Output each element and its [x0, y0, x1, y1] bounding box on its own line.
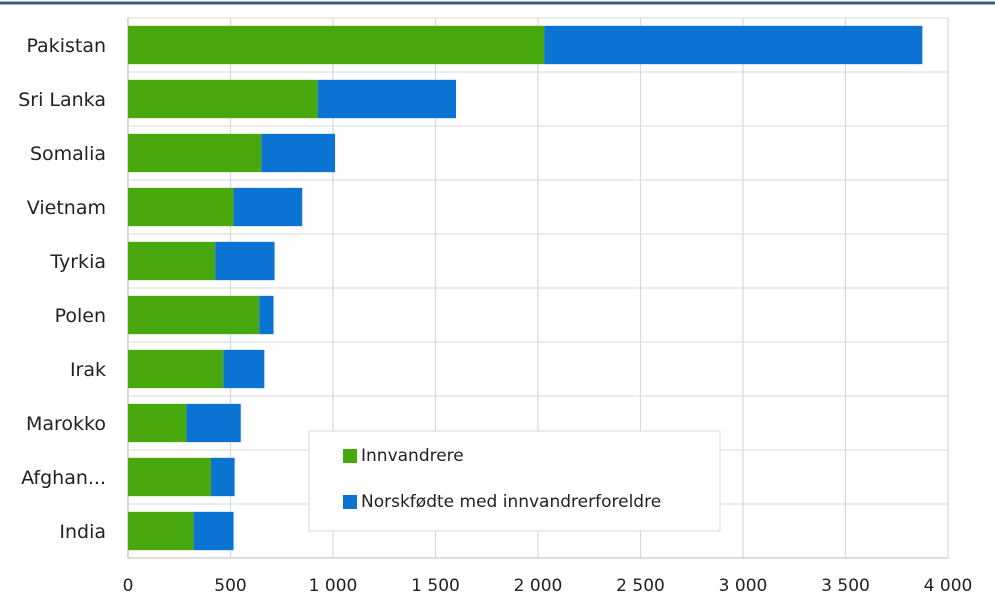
x-tick-label: 2 000	[514, 576, 563, 596]
legend-swatch-norskfodte	[343, 495, 357, 509]
gridlines	[127, 17, 949, 559]
x-tick-label: 4 000	[924, 576, 973, 596]
category-labels: Pakistan Sri Lanka Somalia Vietnam Tyrkia Pol…	[18, 35, 106, 543]
bars	[128, 25, 923, 551]
category-label: Irak	[70, 359, 106, 381]
bar-pakistan-innvandrere	[128, 25, 545, 65]
category-label: Sri Lanka	[18, 89, 106, 111]
bar-vietnam-norskf-dte-med-innvandrerforeldre	[233, 187, 303, 227]
bar-india-innvandrere	[128, 511, 194, 551]
category-label: Vietnam	[27, 197, 106, 219]
x-tick-label: 3 500	[821, 576, 870, 596]
bar-india-norskf-dte-med-innvandrerforeldre	[193, 511, 234, 551]
bar-polen-innvandrere	[128, 295, 260, 335]
category-label: Afghan...	[21, 467, 106, 489]
category-label: Pakistan	[26, 35, 106, 57]
bar-sri-lanka-innvandrere	[128, 79, 318, 119]
bar-somalia-innvandrere	[128, 133, 262, 173]
x-tick-label: 500	[214, 576, 246, 596]
bar-pakistan-norskf-dte-med-innvandrerforeldre	[544, 25, 923, 65]
legend-box	[308, 430, 721, 532]
legend-label-norskfodte: Norskfødte med innvandrerforeldre	[361, 492, 661, 512]
legend: Innvandrere Norskfødte med innvandrerfor…	[308, 430, 721, 532]
legend-swatch-innvandrere	[343, 449, 357, 463]
bar-afghan-norskf-dte-med-innvandrerforeldre	[211, 457, 235, 497]
x-tick-label: 3 000	[719, 576, 768, 596]
x-tick-label: 2 500	[616, 576, 665, 596]
x-tick-label: 0	[123, 576, 134, 596]
bar-tyrkia-innvandrere	[128, 241, 216, 281]
x-tick-label: 1 500	[411, 576, 460, 596]
x-tick-label: 1 000	[309, 576, 358, 596]
bar-vietnam-innvandrere	[128, 187, 234, 227]
bar-afghan-innvandrere	[128, 457, 212, 497]
bar-marokko-norskf-dte-med-innvandrerforeldre	[186, 403, 241, 443]
bar-marokko-innvandrere	[128, 403, 187, 443]
category-label: Tyrkia	[49, 251, 106, 273]
bar-polen-norskf-dte-med-innvandrerforeldre	[259, 295, 274, 335]
bar-somalia-norskf-dte-med-innvandrerforeldre	[261, 133, 336, 173]
category-label: Polen	[55, 305, 106, 327]
category-label: Marokko	[26, 413, 106, 435]
bar-irak-innvandrere	[128, 349, 224, 389]
bar-irak-norskf-dte-med-innvandrerforeldre	[223, 349, 265, 389]
category-label: Somalia	[30, 143, 106, 165]
x-tick-labels: 0 500 1 000 1 500 2 000 2 500 3 000 3 500 4 000	[123, 576, 973, 596]
legend-label-innvandrere: Innvandrere	[361, 446, 464, 466]
bar-sri-lanka-norskf-dte-med-innvandrerforeldre	[317, 79, 456, 119]
bar-tyrkia-norskf-dte-med-innvandrerforeldre	[215, 241, 275, 281]
category-label: India	[59, 521, 106, 543]
